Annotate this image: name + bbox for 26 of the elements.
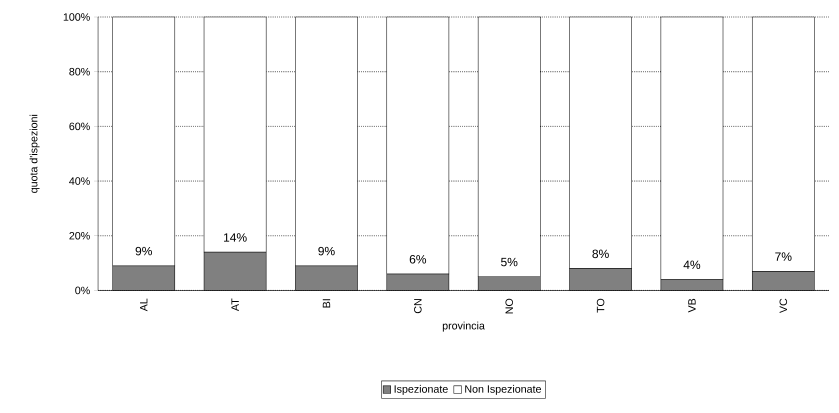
x-tick-label: TO <box>596 298 604 312</box>
legend-label: Non Ispezionate <box>465 384 541 395</box>
y-tick-label: 40% <box>69 177 90 185</box>
x-tick-label: BI <box>322 299 330 308</box>
y-tick-label: 100% <box>64 12 90 21</box>
x-tick-label: AL <box>140 298 148 312</box>
data-label: 9% <box>318 246 335 256</box>
data-label: 4% <box>684 260 700 269</box>
data-label: 9% <box>136 246 152 256</box>
x-tick-label: VC <box>780 298 788 313</box>
x-axis-title: provincia <box>442 321 485 332</box>
y-tick-label: 60% <box>69 122 90 130</box>
data-label: 5% <box>501 258 518 266</box>
data-label: 14% <box>224 233 247 242</box>
data-label: 6% <box>410 254 426 264</box>
y-tick-label: 20% <box>69 232 90 240</box>
x-tick-label: VB <box>688 298 696 312</box>
data-label: 7% <box>775 252 792 261</box>
y-axis-title: quota d'ispezioni <box>30 114 40 193</box>
x-tick-label: AT <box>231 298 239 311</box>
x-tick-label: NO <box>505 298 513 314</box>
y-tick-label: 0% <box>75 286 90 294</box>
legend-label: Ispezionate <box>394 384 448 395</box>
y-tick-label: 80% <box>69 68 90 76</box>
x-tick-label: CN <box>414 298 422 313</box>
data-label: 8% <box>592 249 609 258</box>
